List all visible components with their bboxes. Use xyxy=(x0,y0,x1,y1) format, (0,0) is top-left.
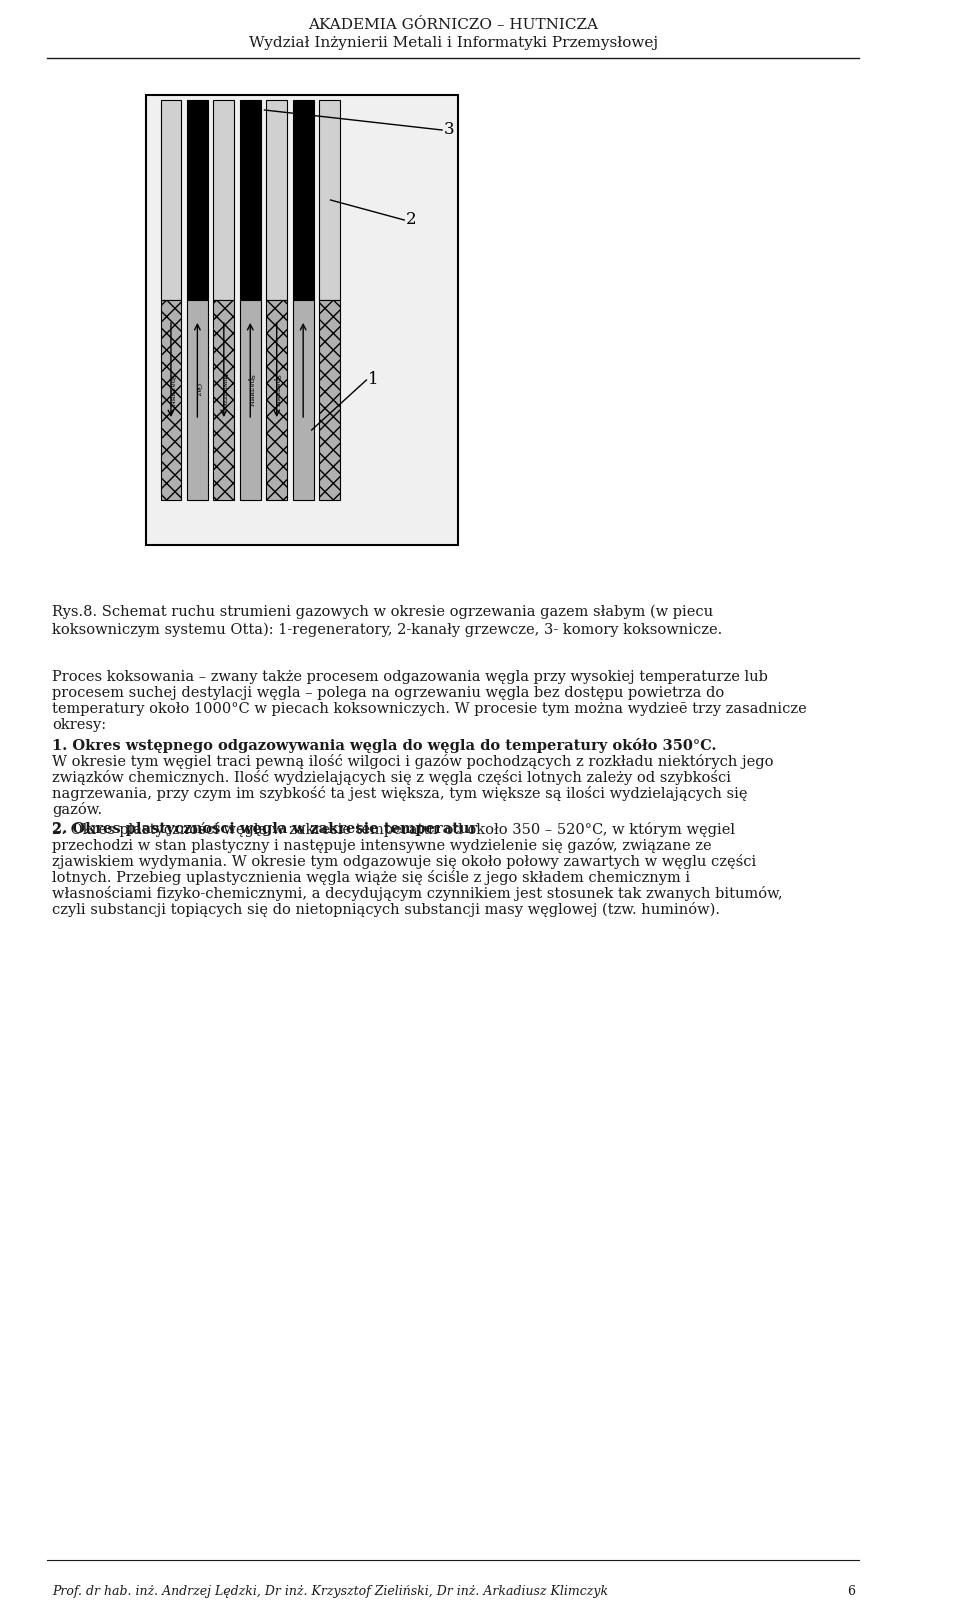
Bar xyxy=(187,101,207,300)
Bar xyxy=(266,300,287,500)
Text: związków chemicznych. Ilość wydzielających się z węgla części lotnych zależy od : związków chemicznych. Ilość wydzielający… xyxy=(52,770,731,785)
Text: Rys.8. Schemat ruchu strumieni gazowych w okresie ogrzewania gazem słabym (w pie: Rys.8. Schemat ruchu strumieni gazowych … xyxy=(52,605,713,620)
Text: gazów.: gazów. xyxy=(52,801,102,817)
Text: Węgiel: Węgiel xyxy=(193,178,202,212)
Bar xyxy=(240,300,261,500)
Bar xyxy=(320,101,340,300)
Text: przechodzi w stan plastyczny i następuje intensywne wydzielenie się gazów, związ: przechodzi w stan plastyczny i następuje… xyxy=(52,839,711,853)
Text: 1. Okres wstępnego odgazowywania węgla do węgla do temperatury okóło 350°C.: 1. Okres wstępnego odgazowywania węgla d… xyxy=(52,738,716,753)
Bar xyxy=(320,300,340,500)
Text: 2. Okres plastyczności węgla w zakresie temperatur: 2. Okres plastyczności węgla w zakresie … xyxy=(52,822,477,835)
Text: Spалины: Spалины xyxy=(273,373,280,407)
Text: Węgiel: Węgiel xyxy=(246,178,254,212)
Text: zjawiskiem wydymania. W okresie tym odgazowuje się około połowy zawartych w węgl: zjawiskiem wydymania. W okresie tym odga… xyxy=(52,855,756,869)
Bar xyxy=(240,101,261,300)
Text: lotnych. Przebieg uplastycznienia węgla wiąże się ściśle z jego składem chemiczn: lotnych. Przebieg uplastycznienia węgla … xyxy=(52,869,690,886)
Text: Powietrze: Powietrze xyxy=(220,373,228,407)
Text: okresy:: okresy: xyxy=(52,719,106,732)
Bar xyxy=(293,101,314,300)
Text: Gaz: Gaz xyxy=(193,383,202,397)
Text: temperatury około 1000°C w piecach koksowniczych. W procesie tym można wydzieē t: temperatury około 1000°C w piecach kokso… xyxy=(52,702,806,715)
Text: Prof. dr hab. inż. Andrzej Lędzki, Dr inż. Krzysztof Zieliński, Dr inż. Arkadius: Prof. dr hab. inż. Andrzej Lędzki, Dr in… xyxy=(52,1585,608,1598)
Text: 3: 3 xyxy=(444,122,454,138)
Text: Spалины: Spалины xyxy=(247,373,254,407)
Bar xyxy=(160,300,181,500)
Text: Spалины: Spалины xyxy=(167,373,175,407)
Bar xyxy=(160,101,181,300)
Text: nagrzewania, przy czym im szybkość ta jest większa, tym większe są ilości wydzie: nagrzewania, przy czym im szybkość ta je… xyxy=(52,787,748,801)
Text: 6: 6 xyxy=(847,1585,854,1598)
Bar xyxy=(146,96,458,545)
Text: 1: 1 xyxy=(369,371,379,389)
Text: procesem suchej destylacji węgla – polega na ogrzewaniu węgla bez dostępu powiet: procesem suchej destylacji węgla – poleg… xyxy=(52,686,724,701)
Text: własnościami fizyko-chemicznymi, a decydującym czynnikiem jest stosunek tak zwan: własnościami fizyko-chemicznymi, a decyd… xyxy=(52,886,782,900)
Text: koksowniczym systemu Otta): 1-regeneratory, 2-kanały grzewcze, 3- komory koksown: koksowniczym systemu Otta): 1-regenerato… xyxy=(52,623,722,637)
Text: 2: 2 xyxy=(406,211,417,229)
Text: AKADEMIA GÓRNICZO – HUTNICZA: AKADEMIA GÓRNICZO – HUTNICZA xyxy=(308,18,598,32)
Text: czyli substancji topiących się do nietopniących substancji masy węglowej (tzw. h: czyli substancji topiących się do nietop… xyxy=(52,902,720,916)
Bar xyxy=(266,101,287,300)
Text: Proces koksowania – zwany także procesem odgazowania węgla przy wysokiej tempera: Proces koksowania – zwany także procesem… xyxy=(52,670,768,684)
Text: 2. Okres plastyczności węgla w zakresie temperatur od około 350 – 520°C, w który: 2. Okres plastyczności węgla w zakresie … xyxy=(52,822,735,837)
Bar xyxy=(213,300,234,500)
Text: W okresie tym węgiel traci pewną ilość wilgoci i gazów pochodzących z rozkładu n: W okresie tym węgiel traci pewną ilość w… xyxy=(52,754,774,769)
Text: Wydział Inżynierii Metali i Informatyki Przemysłowej: Wydział Inżynierii Metali i Informatyki … xyxy=(249,36,658,50)
Bar xyxy=(187,300,207,500)
Bar xyxy=(213,101,234,300)
Bar xyxy=(293,300,314,500)
